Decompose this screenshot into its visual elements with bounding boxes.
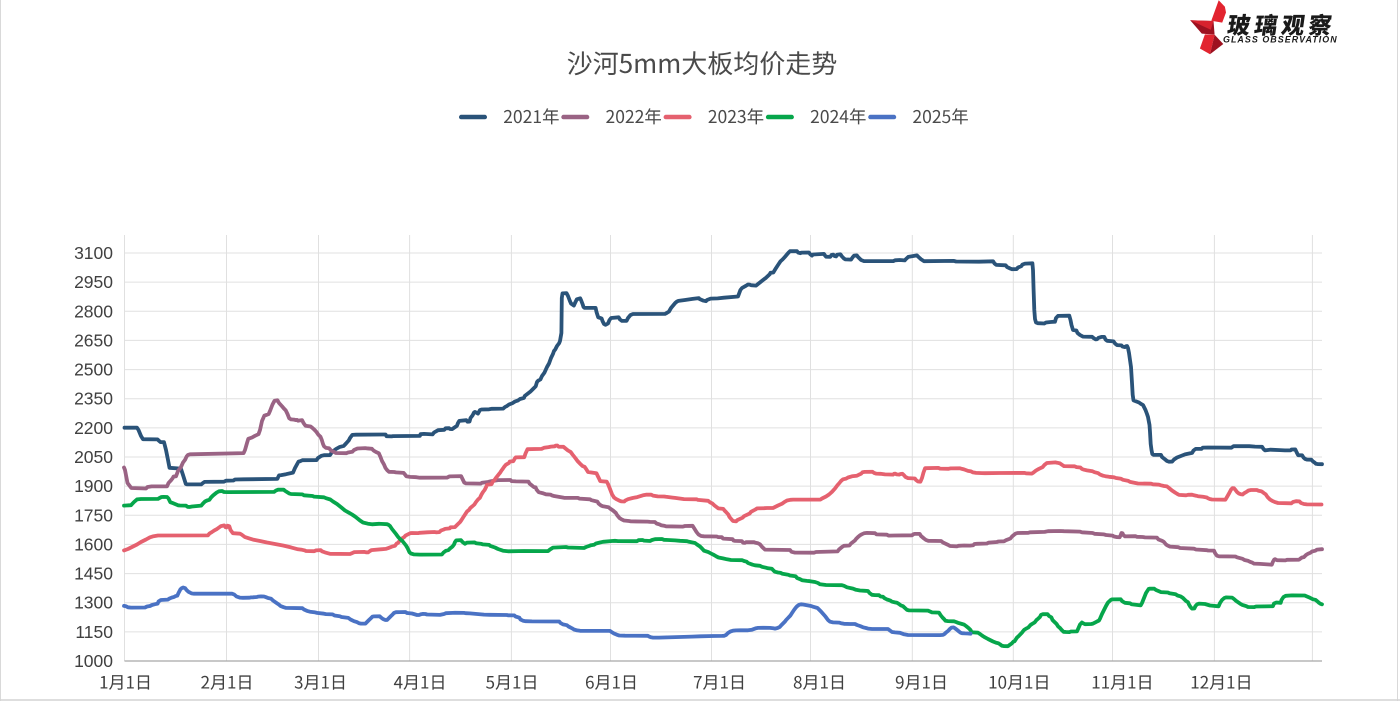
svg-text:1750: 1750 — [74, 505, 113, 525]
svg-text:2350: 2350 — [74, 389, 113, 409]
svg-text:2950: 2950 — [74, 272, 113, 292]
svg-text:2800: 2800 — [74, 301, 113, 321]
svg-text:2650: 2650 — [74, 330, 113, 350]
svg-text:1000: 1000 — [74, 651, 113, 671]
svg-text:3100: 3100 — [74, 243, 113, 263]
svg-text:GLASS OBSERVATION: GLASS OBSERVATION — [1223, 34, 1338, 44]
svg-text:1900: 1900 — [74, 476, 113, 496]
svg-text:2050: 2050 — [74, 447, 113, 467]
svg-text:1150: 1150 — [75, 622, 113, 642]
svg-text:1600: 1600 — [74, 534, 113, 554]
svg-text:1450: 1450 — [74, 564, 113, 584]
svg-text:2200: 2200 — [74, 418, 113, 438]
svg-text:1300: 1300 — [74, 593, 113, 613]
svg-text:2500: 2500 — [74, 360, 113, 380]
